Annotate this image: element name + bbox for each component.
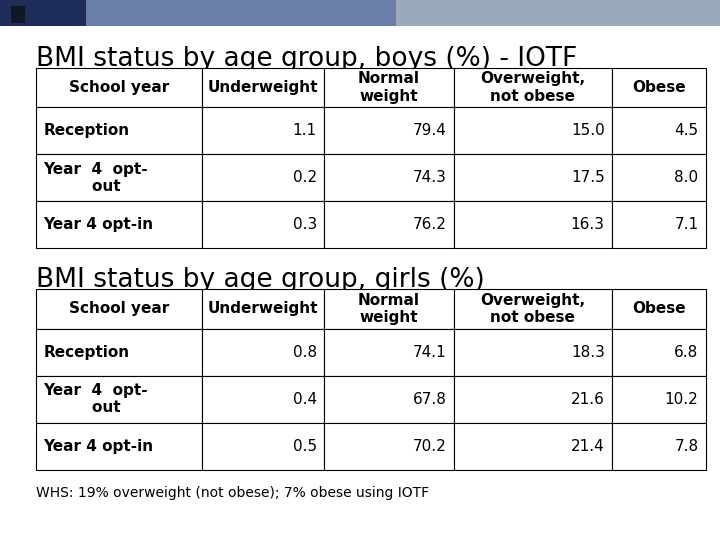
Text: 4.5: 4.5 — [674, 123, 698, 138]
Bar — [454, 289, 612, 329]
Text: Reception: Reception — [43, 345, 130, 360]
Bar — [36, 68, 202, 107]
Bar — [36, 201, 202, 248]
Bar — [202, 289, 324, 329]
Text: Normal
weight: Normal weight — [358, 293, 420, 325]
Text: Obese: Obese — [632, 80, 685, 95]
Bar — [11, 6, 25, 23]
Text: Underweight: Underweight — [207, 301, 318, 316]
Bar — [324, 423, 454, 470]
Bar — [202, 329, 324, 376]
Bar — [324, 107, 454, 154]
Bar — [36, 154, 202, 201]
Text: 10.2: 10.2 — [665, 392, 698, 407]
Bar — [324, 289, 454, 329]
Text: Underweight: Underweight — [207, 80, 318, 95]
Bar — [612, 423, 706, 470]
Text: BMI status by age group, boys (%) - IOTF: BMI status by age group, boys (%) - IOTF — [36, 46, 577, 72]
Bar — [612, 329, 706, 376]
Text: WHS: 19% overweight (not obese); 7% obese using IOTF: WHS: 19% overweight (not obese); 7% obes… — [36, 485, 429, 500]
Bar — [612, 68, 706, 107]
Text: 8.0: 8.0 — [674, 170, 698, 185]
Text: 74.3: 74.3 — [413, 170, 446, 185]
Bar — [202, 68, 324, 107]
Bar — [396, 0, 720, 26]
Text: Reception: Reception — [43, 123, 130, 138]
Bar — [324, 329, 454, 376]
Bar — [36, 107, 202, 154]
Text: 18.3: 18.3 — [571, 345, 605, 360]
Bar — [324, 154, 454, 201]
Text: 15.0: 15.0 — [571, 123, 605, 138]
Text: 0.3: 0.3 — [292, 218, 317, 232]
Bar — [612, 107, 706, 154]
Text: 0.2: 0.2 — [292, 170, 317, 185]
Text: 0.8: 0.8 — [292, 345, 317, 360]
Bar — [0, 0, 86, 26]
Bar — [36, 423, 202, 470]
Bar — [202, 201, 324, 248]
Bar — [36, 329, 202, 376]
Bar — [454, 201, 612, 248]
Text: 16.3: 16.3 — [571, 218, 605, 232]
Bar — [454, 423, 612, 470]
Text: 76.2: 76.2 — [413, 218, 446, 232]
Text: 67.8: 67.8 — [413, 392, 446, 407]
Text: 7.8: 7.8 — [674, 439, 698, 454]
Text: Obese: Obese — [632, 301, 685, 316]
Bar — [202, 423, 324, 470]
Text: Normal
weight: Normal weight — [358, 71, 420, 104]
Bar — [612, 376, 706, 423]
Text: 74.1: 74.1 — [413, 345, 446, 360]
Bar — [612, 289, 706, 329]
Text: Year 4 opt-in: Year 4 opt-in — [43, 218, 153, 232]
Bar — [454, 154, 612, 201]
Bar — [86, 0, 396, 26]
Bar — [324, 376, 454, 423]
Bar — [202, 107, 324, 154]
Bar — [454, 107, 612, 154]
Text: School year: School year — [68, 80, 169, 95]
Text: 7.1: 7.1 — [674, 218, 698, 232]
Bar — [612, 154, 706, 201]
Bar — [454, 329, 612, 376]
Bar — [324, 201, 454, 248]
Text: Overweight,
not obese: Overweight, not obese — [480, 71, 585, 104]
Text: 1.1: 1.1 — [292, 123, 317, 138]
Text: 21.6: 21.6 — [571, 392, 605, 407]
Text: 21.4: 21.4 — [571, 439, 605, 454]
Bar — [324, 68, 454, 107]
Text: Overweight,
not obese: Overweight, not obese — [480, 293, 585, 325]
Text: Year  4  opt-
    out: Year 4 opt- out — [43, 161, 148, 194]
Bar — [202, 376, 324, 423]
Text: 6.8: 6.8 — [674, 345, 698, 360]
Bar — [612, 201, 706, 248]
Text: 17.5: 17.5 — [571, 170, 605, 185]
Text: Year  4  opt-
    out: Year 4 opt- out — [43, 383, 148, 415]
Text: 0.5: 0.5 — [292, 439, 317, 454]
Bar — [454, 376, 612, 423]
Bar — [36, 289, 202, 329]
Bar — [36, 376, 202, 423]
Bar — [454, 68, 612, 107]
Text: School year: School year — [68, 301, 169, 316]
Text: 79.4: 79.4 — [413, 123, 446, 138]
Text: 0.4: 0.4 — [292, 392, 317, 407]
Text: Year 4 opt-in: Year 4 opt-in — [43, 439, 153, 454]
Text: BMI status by age group, girls (%): BMI status by age group, girls (%) — [36, 267, 485, 293]
Bar — [202, 154, 324, 201]
Text: 70.2: 70.2 — [413, 439, 446, 454]
